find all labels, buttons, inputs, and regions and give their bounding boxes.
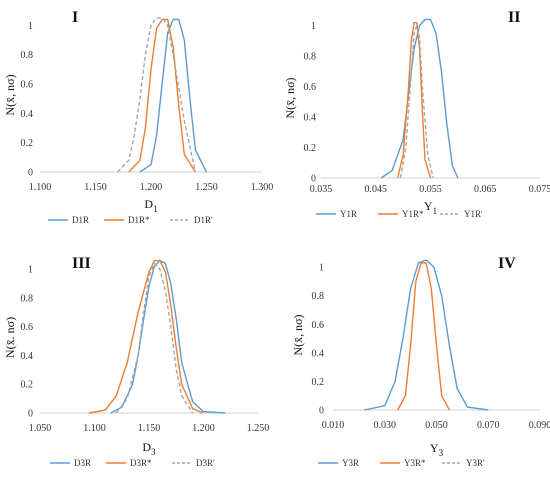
x-tick-label: 0.010 [322, 420, 345, 431]
panel-label: IV [498, 255, 516, 272]
series-line-D1R [139, 18, 208, 173]
legend-label: D3R* [130, 458, 152, 468]
y-axis-title: N(x̄, nσ) [283, 77, 297, 118]
y-tick-label: 1 [311, 21, 316, 32]
y-tick-label: 0.8 [21, 50, 34, 61]
y-tick-label: 0.8 [312, 291, 325, 302]
series-line-D3R-prime [115, 262, 194, 414]
y-tick-label: 1 [319, 263, 324, 274]
series-line-D1R-prime [117, 17, 197, 173]
x-tick-label: 0.065 [474, 184, 497, 195]
x-tick-label: 0.055 [419, 184, 442, 195]
x-axis-title: Y3 [430, 441, 444, 458]
legend-label: D3R [74, 458, 91, 468]
y-tick-label: 0.2 [312, 377, 325, 388]
x-tick-label: 1.150 [138, 423, 161, 434]
series-line-Y3R-star [397, 262, 451, 411]
series-line-D3R-star [88, 259, 204, 414]
x-tick-label: 0.030 [374, 420, 397, 431]
y-tick-label: 0.4 [304, 113, 317, 124]
series-line-D3R [110, 259, 226, 414]
x-axis-title: Y1 [424, 199, 437, 216]
x-tick-label: 0.070 [477, 420, 500, 431]
x-tick-label: 1.250 [247, 423, 270, 434]
panel-label: I [72, 9, 78, 26]
y-tick-label: 0.8 [304, 52, 317, 63]
x-tick-label: 1.150 [84, 182, 107, 193]
y-tick-label: 0.8 [21, 293, 34, 304]
legend-label: D3R' [196, 458, 215, 468]
y-tick-label: 0.6 [304, 82, 317, 93]
x-tick-label: 0.075 [529, 184, 550, 195]
y-tick-label: 0.6 [312, 320, 325, 331]
y-tick-label: 0 [319, 406, 324, 417]
x-tick-label: 1.300 [251, 182, 274, 193]
x-tick-label: 0.050 [425, 420, 448, 431]
x-tick-label: 1.200 [140, 182, 163, 193]
y-tick-label: 1 [28, 265, 33, 276]
y-tick-label: 0 [28, 168, 33, 179]
y-tick-label: 0.4 [21, 109, 34, 120]
legend-label: Y1R [340, 209, 357, 219]
legend-label: Y1R* [402, 209, 424, 219]
x-tick-label: 1.050 [29, 423, 52, 434]
legend-label: Y1R' [464, 209, 483, 219]
legend-label: D1R [72, 215, 89, 225]
series-line-Y3R [363, 259, 489, 411]
x-tick-label: 0.035 [310, 184, 333, 195]
panel-label: II [508, 9, 520, 26]
legend-label: Y3R* [404, 458, 426, 468]
series-line-D1R-star [128, 18, 196, 173]
legend-label: Y3R' [466, 458, 485, 468]
panel-label: III [72, 255, 91, 272]
y-tick-label: 0.4 [312, 348, 325, 359]
y-tick-label: 0.4 [21, 351, 34, 362]
series-line-Y1R [380, 18, 459, 179]
x-tick-label: 1.200 [192, 423, 215, 434]
y-tick-label: 0.2 [21, 380, 34, 391]
y-tick-label: 0.6 [21, 80, 34, 91]
x-tick-label: 1.250 [195, 182, 218, 193]
x-tick-label: 1.100 [29, 182, 52, 193]
series-line-Y1R-star [396, 21, 432, 179]
panel-IV: 0 0.2 0.4 0.6 0.8 1 0.010 0.030 0.050 0.070 0.090 Y… [291, 255, 550, 468]
panel-II: 0 0.2 0.4 0.6 0.8 1 0.035 0.045 0.055 0.065 0.075 Y… [283, 9, 550, 219]
x-axis-title: D1 [144, 197, 157, 214]
series-line-Y1R-prime [399, 24, 434, 179]
legend-label: Y3R [342, 458, 359, 468]
y-axis-title: N(x̄, nσ) [3, 74, 17, 115]
legend-label: D1R* [128, 215, 150, 225]
y-tick-label: 0 [28, 409, 33, 420]
y-tick-label: 0.6 [21, 322, 34, 333]
y-tick-label: 0 [311, 174, 316, 185]
y-axis-title: N(x̄, nσ) [291, 314, 305, 355]
y-tick-label: 0.2 [21, 138, 34, 149]
panel-III: 0 0.2 0.4 0.6 0.8 1 1.050 1.100 1.150 1.200 1.250 D… [3, 255, 269, 468]
y-axis-title: N(x̄. nσ) [3, 317, 17, 358]
x-tick-label: 1.100 [83, 423, 106, 434]
legend-label: D1R' [194, 215, 213, 225]
x-tick-label: 0.090 [529, 420, 550, 431]
y-tick-label: 0.2 [304, 143, 317, 154]
panel-I: 0 0.2 0.4 0.6 0.8 1 1.100 1.150 1.200 1.250 1.300 D… [3, 9, 273, 225]
x-axis-title: D3 [142, 440, 156, 457]
y-tick-label: 1 [28, 21, 33, 32]
x-tick-label: 0.045 [365, 184, 388, 195]
